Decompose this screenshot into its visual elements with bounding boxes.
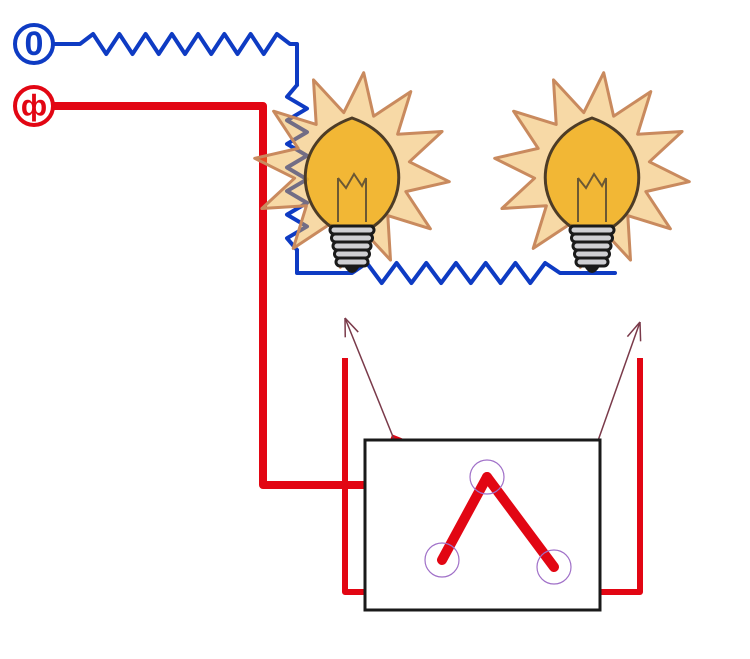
neutral-wire-top	[54, 34, 297, 85]
neutral-terminal-label: 0	[25, 25, 44, 63]
switch-housing	[365, 440, 600, 610]
phase-terminal-label: ф	[21, 90, 47, 123]
bulb-right	[495, 73, 690, 273]
bulb-left-cap-ring	[336, 258, 368, 266]
bulb-left	[255, 73, 450, 273]
bulb-right-cap-ring	[576, 258, 608, 266]
circuit-diagram: 0ф	[0, 0, 750, 659]
